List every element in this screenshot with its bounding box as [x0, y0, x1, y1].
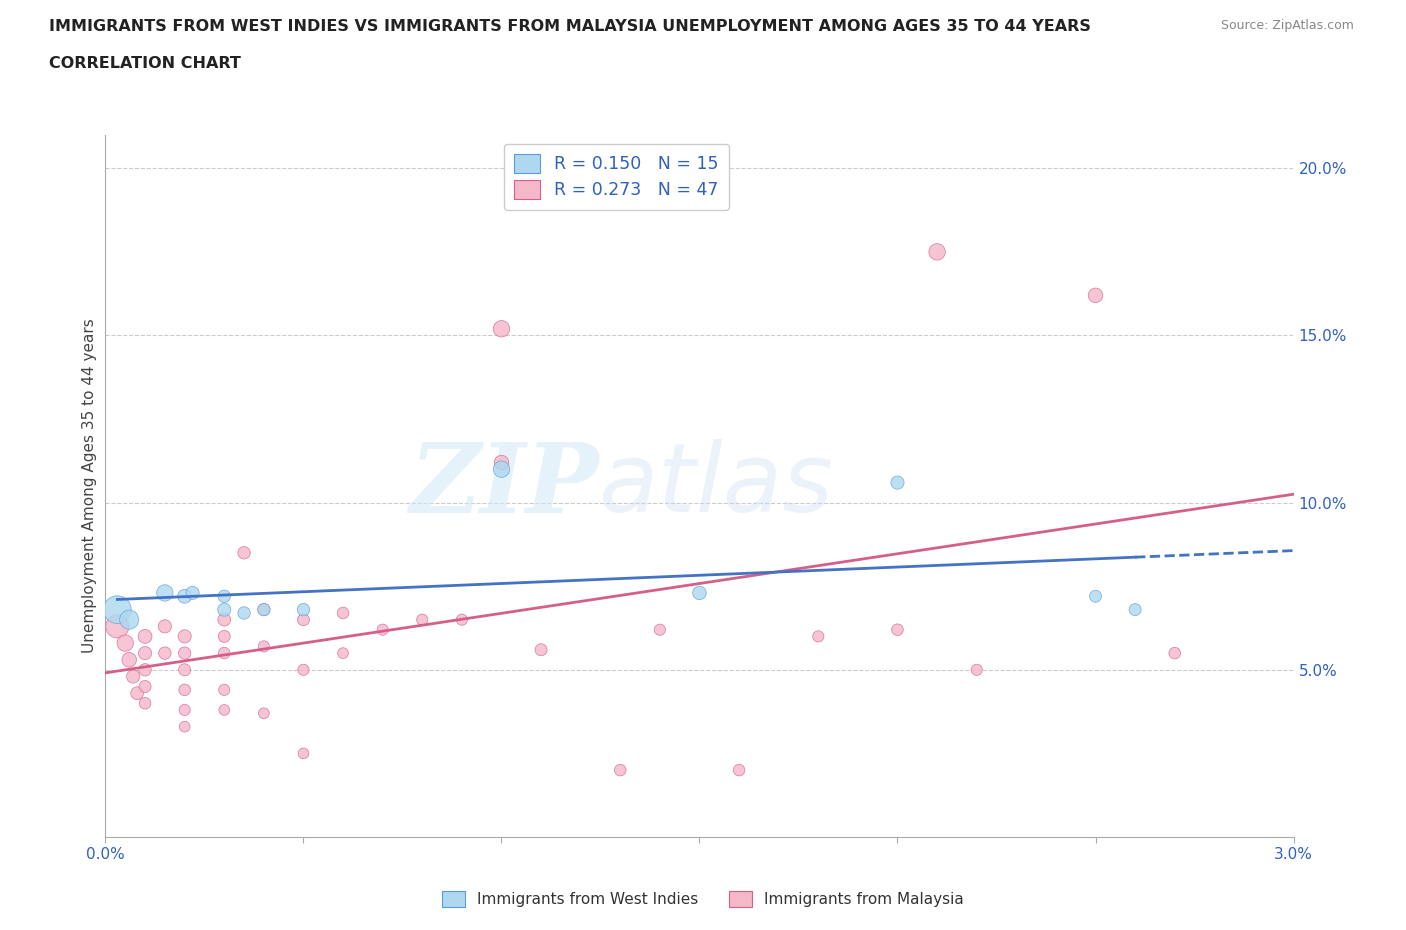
Point — [886, 622, 908, 637]
Point — [173, 589, 195, 604]
Point — [966, 662, 988, 677]
Point — [233, 545, 256, 560]
Point — [134, 679, 156, 694]
Point — [689, 586, 711, 601]
Point — [609, 763, 631, 777]
Point — [1123, 603, 1146, 618]
Point — [214, 645, 236, 660]
Point — [153, 586, 176, 601]
Point — [173, 702, 195, 717]
Point — [134, 696, 156, 711]
Point — [118, 652, 141, 667]
Point — [491, 322, 513, 337]
Point — [122, 669, 145, 684]
Point — [114, 635, 136, 650]
Point — [530, 643, 553, 658]
Point — [173, 719, 195, 734]
Point — [491, 455, 513, 470]
Point — [253, 603, 276, 618]
Point — [253, 639, 276, 654]
Point — [127, 685, 149, 700]
Point — [134, 629, 156, 644]
Point — [153, 619, 176, 634]
Text: Source: ZipAtlas.com: Source: ZipAtlas.com — [1220, 19, 1354, 32]
Point — [173, 683, 195, 698]
Legend: Immigrants from West Indies, Immigrants from Malaysia: Immigrants from West Indies, Immigrants … — [436, 884, 970, 913]
Point — [253, 706, 276, 721]
Point — [153, 645, 176, 660]
Point — [214, 589, 236, 604]
Point — [134, 662, 156, 677]
Point — [105, 603, 128, 618]
Point — [214, 702, 236, 717]
Point — [292, 662, 315, 677]
Point — [214, 683, 236, 698]
Point — [927, 245, 949, 259]
Point — [173, 629, 195, 644]
Text: CORRELATION CHART: CORRELATION CHART — [49, 56, 240, 71]
Point — [214, 603, 236, 618]
Point — [253, 603, 276, 618]
Point — [233, 605, 256, 620]
Text: ZIP: ZIP — [409, 439, 599, 533]
Point — [648, 622, 671, 637]
Point — [332, 645, 354, 660]
Y-axis label: Unemployment Among Ages 35 to 44 years: Unemployment Among Ages 35 to 44 years — [82, 319, 97, 653]
Point — [411, 612, 433, 627]
Point — [181, 586, 204, 601]
Text: atlas: atlas — [599, 440, 834, 533]
Point — [1084, 288, 1107, 303]
Point — [728, 763, 751, 777]
Point — [292, 612, 315, 627]
Point — [118, 612, 141, 627]
Point — [807, 629, 830, 644]
Point — [450, 612, 472, 627]
Legend: R = 0.150   N = 15, R = 0.273   N = 47: R = 0.150 N = 15, R = 0.273 N = 47 — [503, 143, 728, 210]
Point — [491, 462, 513, 477]
Point — [105, 619, 128, 634]
Point — [371, 622, 394, 637]
Point — [1164, 645, 1187, 660]
Point — [214, 612, 236, 627]
Point — [173, 645, 195, 660]
Point — [292, 603, 315, 618]
Text: IMMIGRANTS FROM WEST INDIES VS IMMIGRANTS FROM MALAYSIA UNEMPLOYMENT AMONG AGES : IMMIGRANTS FROM WEST INDIES VS IMMIGRANT… — [49, 19, 1091, 33]
Point — [332, 605, 354, 620]
Point — [886, 475, 908, 490]
Point — [292, 746, 315, 761]
Point — [214, 629, 236, 644]
Point — [134, 645, 156, 660]
Point — [1084, 589, 1107, 604]
Point — [173, 662, 195, 677]
